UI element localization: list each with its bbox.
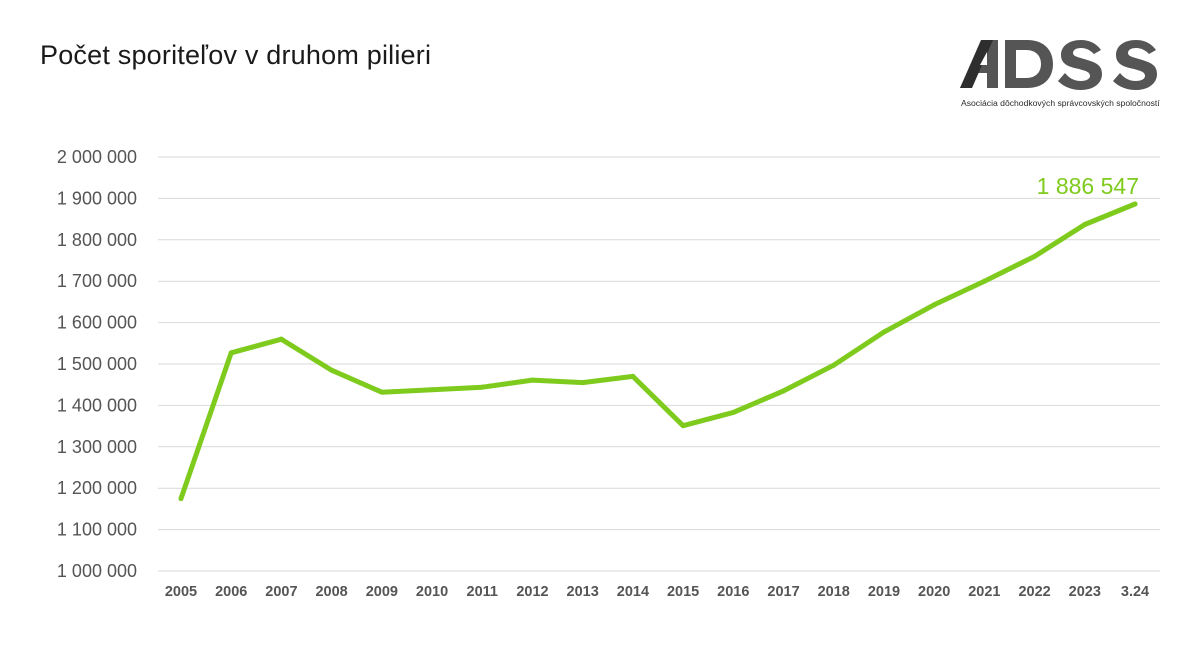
value-callout: 1 886 547 <box>1037 173 1139 199</box>
y-tick-label: 1 800 000 <box>57 230 137 250</box>
data-point <box>630 373 636 379</box>
data-point <box>680 423 686 429</box>
x-tick-label: 2007 <box>265 584 297 600</box>
y-tick-label: 1 400 000 <box>57 395 137 415</box>
data-point <box>881 329 887 335</box>
y-tick-label: 1 100 000 <box>57 520 137 540</box>
x-tick-label: 2021 <box>968 584 1000 600</box>
data-point <box>379 389 385 395</box>
data-point <box>1132 201 1138 207</box>
data-point <box>831 362 837 368</box>
x-tick-label: 2023 <box>1069 584 1101 600</box>
x-tick-label: 2018 <box>818 584 850 600</box>
x-tick-label: 2016 <box>717 584 749 600</box>
data-point <box>730 409 736 415</box>
data-point <box>529 377 535 383</box>
x-tick-label: 2012 <box>516 584 548 600</box>
adss-logo <box>960 40 1157 90</box>
x-tick-label: 2015 <box>667 584 699 600</box>
x-tick-label: 2014 <box>617 584 649 600</box>
data-point <box>931 302 937 308</box>
x-tick-label: 2010 <box>416 584 448 600</box>
x-tick-label: 2005 <box>165 584 197 600</box>
x-tick-label: 2022 <box>1018 584 1050 600</box>
y-tick-label: 1 000 000 <box>57 561 137 581</box>
y-tick-label: 1 500 000 <box>57 354 137 374</box>
data-point <box>429 387 435 393</box>
x-tick-label: 3.24 <box>1121 584 1149 600</box>
data-point <box>1032 253 1038 259</box>
x-tick-label: 2009 <box>366 584 398 600</box>
grid-lines <box>158 156 1160 572</box>
y-axis-ticks: 1 000 000 1 100 000 1 200 000 1 300 000 1 40… <box>57 147 137 581</box>
series-group <box>178 201 1138 502</box>
data-point <box>479 384 485 390</box>
data-point <box>781 388 787 394</box>
x-tick-label: 2017 <box>767 584 799 600</box>
y-tick-label: 1 900 000 <box>57 188 137 208</box>
y-tick-label: 1 700 000 <box>57 271 137 291</box>
x-tick-label: 2019 <box>868 584 900 600</box>
x-tick-label: 2008 <box>315 584 347 600</box>
x-tick-label: 2011 <box>467 584 498 600</box>
x-axis-ticks: 2005 2006 2007 2008 2009 2010 2011 2012 2013 2014… <box>165 584 1149 600</box>
data-point <box>278 336 284 342</box>
data-point <box>228 350 234 356</box>
adss-logo-subtitle: Asociácia dôchodkových správcovských spo… <box>961 98 1160 108</box>
x-tick-label: 2013 <box>567 584 599 600</box>
data-point <box>580 380 586 386</box>
y-tick-label: 2 000 000 <box>57 147 137 167</box>
annotations: 1 886 547 <box>1037 173 1139 199</box>
data-point <box>981 278 987 284</box>
y-tick-label: 1 300 000 <box>57 437 137 457</box>
y-tick-label: 1 200 000 <box>57 478 137 498</box>
series-line <box>178 201 1138 502</box>
data-point <box>1082 221 1088 227</box>
x-tick-label: 2006 <box>215 584 247 600</box>
x-tick-label: 2020 <box>918 584 950 600</box>
data-point <box>178 496 184 502</box>
data-point <box>329 367 335 373</box>
chart-title: Počet sporiteľov v druhom pilieri <box>40 40 432 70</box>
adss-logo-mark <box>960 40 1157 90</box>
y-tick-label: 1 600 000 <box>57 313 137 333</box>
